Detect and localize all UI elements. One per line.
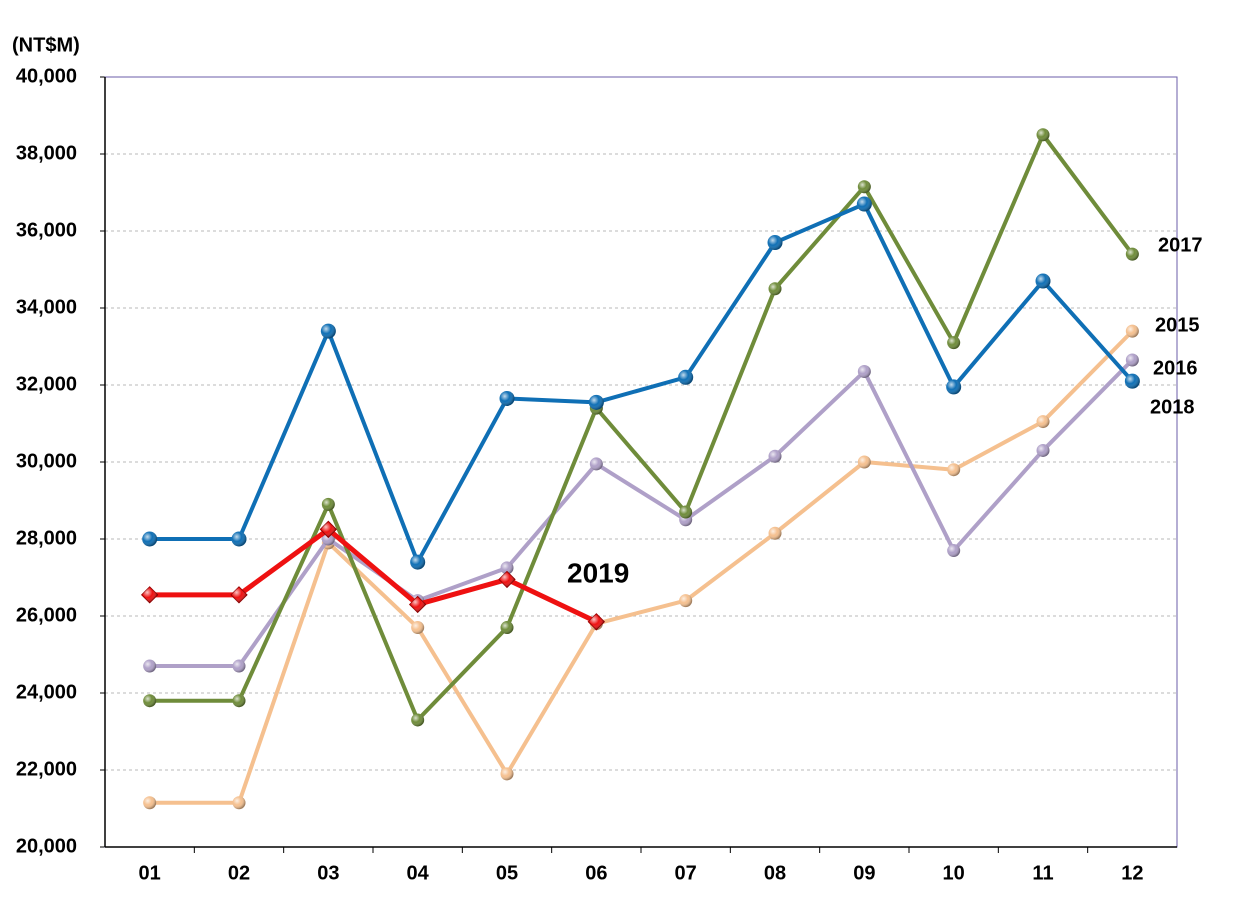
- marker-shine: [1125, 247, 1139, 261]
- marker-shine: [679, 594, 693, 608]
- marker-shine: [320, 521, 337, 538]
- marker-shine: [767, 235, 783, 251]
- series-label: 2017: [1158, 234, 1203, 256]
- marker-shine: [1036, 443, 1050, 457]
- series-line: [149, 526, 598, 625]
- y-tick-label: 28,000: [16, 527, 77, 549]
- x-tick-label: 09: [853, 862, 875, 884]
- marker-shine: [1124, 373, 1140, 389]
- marker-shine: [232, 659, 246, 673]
- y-axis-label: (NT$M): [12, 34, 80, 56]
- y-tick-label: 24,000: [16, 681, 77, 703]
- series-line: [149, 202, 1134, 565]
- marker-shine: [768, 282, 782, 296]
- marker-shine: [143, 694, 157, 708]
- x-tick-label: 06: [585, 862, 607, 884]
- marker-shine: [231, 531, 247, 547]
- marker-shine: [141, 586, 158, 603]
- marker-shine: [768, 526, 782, 540]
- marker-shine: [321, 497, 335, 511]
- marker-shine: [500, 561, 514, 575]
- marker-shine: [409, 596, 426, 613]
- marker-shine: [411, 621, 425, 635]
- marker-shine: [411, 713, 425, 727]
- marker-shine: [856, 196, 872, 212]
- series-label: 2019: [567, 557, 629, 588]
- x-tick-label: 03: [317, 862, 339, 884]
- marker-shine: [1036, 128, 1050, 142]
- x-tick-label: 01: [139, 862, 161, 884]
- marker-shine: [947, 463, 961, 477]
- x-tick-label: 11: [1032, 862, 1053, 884]
- marker-shine: [1125, 324, 1139, 338]
- y-tick-label: 32,000: [16, 373, 77, 395]
- y-tick-label: 34,000: [16, 296, 77, 318]
- series-line: [149, 329, 1134, 805]
- series-line: [149, 358, 1134, 669]
- marker-shine: [500, 621, 514, 635]
- marker-shine: [143, 659, 157, 673]
- marker-shine: [410, 554, 426, 570]
- marker-shine: [857, 455, 871, 469]
- y-tick-label: 20,000: [16, 835, 77, 857]
- y-tick-label: 40,000: [16, 65, 77, 87]
- marker-shine: [1035, 273, 1051, 289]
- marker-shine: [946, 379, 962, 395]
- marker-shine: [143, 796, 157, 810]
- y-tick-label: 36,000: [16, 219, 77, 241]
- marker-shine: [499, 571, 515, 588]
- marker-shine: [857, 365, 871, 379]
- marker-shine: [232, 694, 246, 708]
- x-tick-label: 02: [228, 862, 250, 884]
- marker-shine: [768, 449, 782, 463]
- x-tick-label: 05: [496, 862, 518, 884]
- marker-shine: [947, 336, 961, 350]
- marker-shine: [1125, 353, 1139, 367]
- marker-shine: [678, 369, 694, 385]
- x-tick-label: 12: [1121, 862, 1143, 884]
- y-tick-label: 30,000: [16, 450, 77, 472]
- series-label: 2015: [1155, 314, 1200, 336]
- marker-shine: [499, 390, 515, 406]
- x-tick-label: 07: [675, 862, 697, 884]
- series-label: 2018: [1150, 396, 1195, 418]
- marker-shine: [1036, 415, 1050, 429]
- x-tick-label: 08: [764, 862, 786, 884]
- marker-shine: [142, 531, 158, 547]
- marker-shine: [588, 394, 604, 410]
- y-tick-label: 22,000: [16, 758, 77, 780]
- marker-shine: [500, 767, 514, 781]
- marker-shine: [320, 323, 336, 339]
- marker-shine: [589, 457, 603, 471]
- marker-shine: [231, 586, 247, 603]
- marker-shine: [947, 544, 961, 558]
- y-tick-label: 26,000: [16, 604, 77, 626]
- marker-shine: [232, 796, 246, 810]
- marker-shine: [588, 613, 605, 630]
- marker-shine: [857, 180, 871, 194]
- x-tick-label: 04: [407, 862, 430, 884]
- marker-shine: [679, 505, 693, 519]
- series-label: 2016: [1153, 357, 1198, 379]
- series-line: [149, 132, 1134, 722]
- marker-shine: [321, 532, 335, 546]
- y-tick-label: 38,000: [16, 142, 77, 164]
- x-tick-label: 10: [943, 862, 965, 884]
